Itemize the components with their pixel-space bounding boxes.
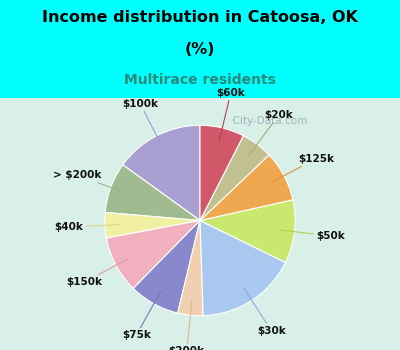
Text: > $200k: > $200k <box>53 170 124 193</box>
Text: $30k: $30k <box>244 288 286 336</box>
Wedge shape <box>200 155 293 220</box>
Wedge shape <box>105 165 200 220</box>
Text: $100k: $100k <box>122 99 163 148</box>
Wedge shape <box>200 200 295 262</box>
Wedge shape <box>200 220 286 316</box>
Text: $60k: $60k <box>216 88 245 142</box>
Text: $40k: $40k <box>54 222 119 232</box>
Wedge shape <box>123 125 200 220</box>
Text: City-Data.com: City-Data.com <box>226 116 307 126</box>
Text: $20k: $20k <box>248 110 293 156</box>
Wedge shape <box>133 220 200 313</box>
Wedge shape <box>105 212 200 238</box>
Text: $150k: $150k <box>66 259 128 287</box>
Text: Multirace residents: Multirace residents <box>124 74 276 88</box>
Text: $75k: $75k <box>122 291 161 340</box>
Wedge shape <box>106 220 200 288</box>
Text: Income distribution in Catoosa, OK: Income distribution in Catoosa, OK <box>42 10 358 26</box>
Text: $125k: $125k <box>272 154 334 182</box>
Wedge shape <box>200 136 269 220</box>
Text: (%): (%) <box>185 42 215 57</box>
Text: $200k: $200k <box>169 301 205 350</box>
Text: $50k: $50k <box>280 230 345 241</box>
Wedge shape <box>178 220 203 316</box>
Wedge shape <box>200 125 243 220</box>
